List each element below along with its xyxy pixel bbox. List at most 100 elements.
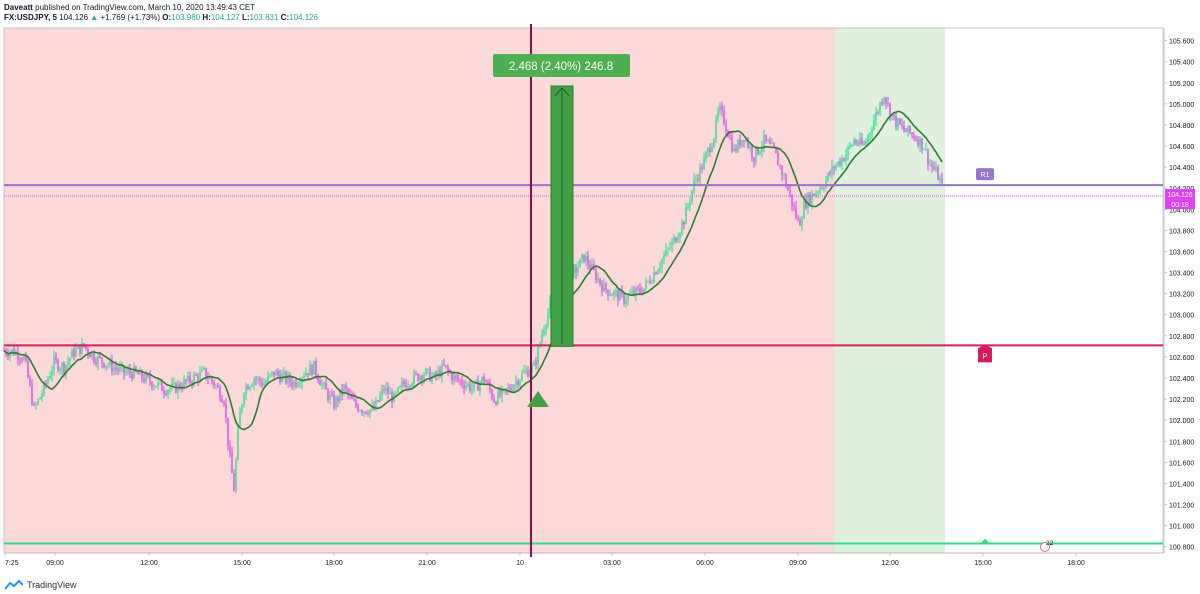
- future-zone: [945, 28, 1163, 553]
- down-candle: [779, 165, 781, 167]
- up-candle: [437, 370, 439, 376]
- open-label: O:: [162, 13, 172, 22]
- event-count-label: 22: [1046, 540, 1054, 547]
- down-candle: [233, 473, 235, 492]
- up-candle: [521, 372, 523, 381]
- up-candle: [737, 139, 739, 152]
- bearish-session-zone: [4, 28, 835, 553]
- down-candle: [889, 103, 891, 118]
- down-candle: [821, 188, 823, 190]
- up-candle: [297, 384, 299, 387]
- up-candle: [831, 166, 833, 175]
- up-candle: [379, 395, 381, 402]
- price-tick-label: 102.000: [1169, 418, 1194, 425]
- down-candle: [307, 372, 309, 376]
- down-candle: [161, 381, 163, 391]
- up-candle: [849, 145, 851, 147]
- up-candle: [53, 356, 55, 371]
- down-candle: [937, 167, 939, 180]
- price-tick-label: 105.000: [1169, 102, 1194, 109]
- up-candle: [77, 345, 79, 349]
- up-candle: [157, 382, 159, 387]
- up-candle: [453, 375, 455, 381]
- down-candle: [485, 380, 487, 383]
- down-candle: [813, 193, 815, 196]
- down-candle: [317, 375, 319, 381]
- up-candle: [869, 133, 871, 136]
- time-tick-label: 18:00: [1067, 560, 1085, 567]
- up-candle: [823, 187, 825, 189]
- down-candle: [933, 166, 935, 170]
- price-tick-label: 101.200: [1169, 503, 1194, 510]
- tradingview-logo-icon: [5, 580, 23, 590]
- down-candle: [493, 398, 495, 403]
- down-candle: [31, 385, 33, 405]
- up-candle: [371, 405, 373, 410]
- up-candle: [67, 361, 69, 366]
- up-candle: [35, 404, 37, 405]
- up-candle: [193, 374, 195, 384]
- down-candle: [409, 385, 411, 387]
- trade-summary-box[interactable]: [493, 54, 630, 77]
- up-candle: [663, 255, 665, 260]
- down-candle: [163, 390, 165, 394]
- up-candle: [467, 383, 469, 386]
- up-candle: [837, 161, 839, 166]
- event-flag-icon[interactable]: [1040, 542, 1050, 552]
- up-candle: [127, 369, 129, 373]
- up-candle: [681, 222, 683, 234]
- down-candle: [499, 391, 501, 397]
- brand-name[interactable]: TradingView: [27, 580, 77, 590]
- trade-summary-label: 2.468 (2.40%) 246.8: [509, 61, 613, 73]
- up-candle: [719, 105, 721, 112]
- price-tick-label: 103.000: [1169, 313, 1194, 320]
- current-price-tag: [1165, 189, 1195, 200]
- bottom-level-marker-icon: [980, 538, 990, 545]
- up-candle: [657, 270, 659, 275]
- down-candle: [527, 370, 529, 377]
- up-candle: [907, 126, 909, 132]
- up-candle: [715, 118, 717, 140]
- up-candle: [425, 369, 427, 375]
- up-candle: [69, 358, 71, 362]
- countdown-label: 00:18: [1171, 202, 1189, 209]
- symbol-label[interactable]: FX:USDJPY, 5: [4, 13, 57, 22]
- down-candle: [111, 360, 113, 372]
- up-candle: [257, 377, 259, 380]
- price-tick-label: 101.000: [1169, 524, 1194, 531]
- up-candle: [581, 254, 583, 259]
- time-tick-label: 12:00: [140, 560, 158, 567]
- up-candle: [865, 141, 867, 145]
- up-candle: [375, 400, 377, 410]
- up-candle: [419, 376, 421, 381]
- pivot-badge[interactable]: [978, 344, 992, 363]
- down-candle: [809, 194, 811, 205]
- down-candle: [29, 377, 31, 386]
- up-candle: [413, 372, 415, 384]
- up-candle: [867, 135, 869, 142]
- down-candle: [931, 163, 933, 167]
- down-candle: [881, 102, 883, 104]
- up-candle: [819, 188, 821, 193]
- down-candle: [893, 114, 895, 116]
- up-candle: [125, 372, 127, 374]
- up-candle: [825, 179, 827, 188]
- down-candle: [611, 294, 613, 296]
- up-candle: [401, 382, 403, 386]
- up-candle: [679, 233, 681, 239]
- time-tick-label: 10: [516, 560, 524, 567]
- down-candle: [885, 97, 887, 104]
- up-candle: [645, 281, 647, 289]
- down-candle: [781, 166, 783, 176]
- up-candle: [713, 139, 715, 147]
- up-candle: [647, 280, 649, 282]
- down-candle: [73, 349, 75, 357]
- up-candle: [827, 172, 829, 180]
- down-candle: [391, 392, 393, 403]
- high-label: H:: [202, 13, 211, 22]
- author-name[interactable]: Daveatt: [4, 3, 33, 12]
- down-candle: [785, 175, 787, 187]
- up-candle: [71, 349, 73, 359]
- r1-badge[interactable]: [976, 168, 994, 181]
